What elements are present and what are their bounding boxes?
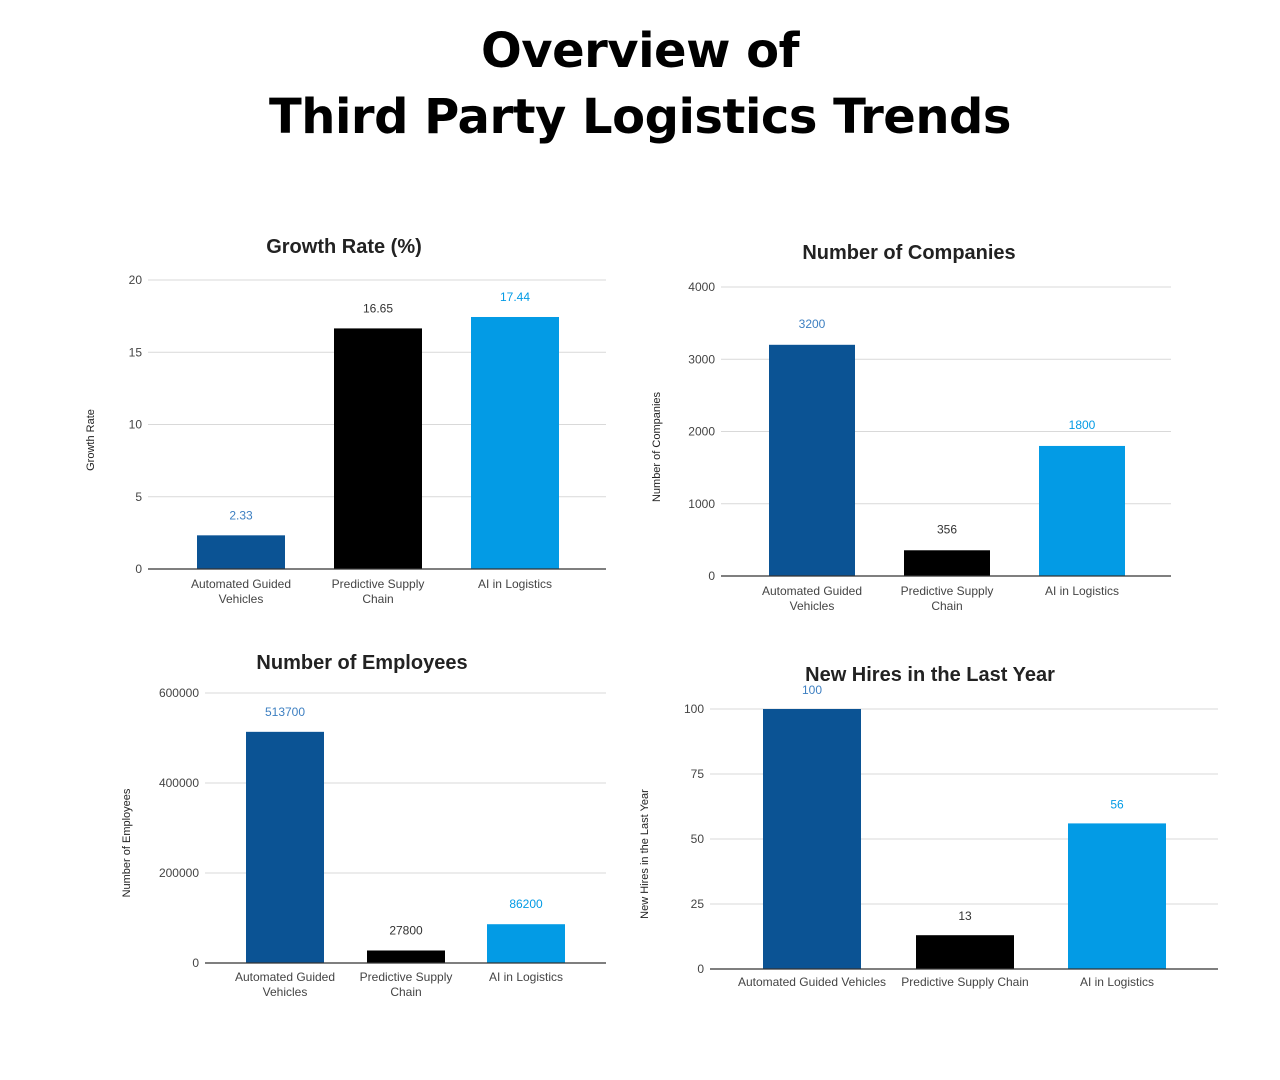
number-of-companies-y-axis-label: Number of Companies [651, 391, 663, 502]
new-hires-title: New Hires in the Last Year [805, 664, 1055, 686]
growth-rate-y-tick-label: 0 [135, 562, 142, 576]
number-of-companies-data-label: 1800 [1069, 418, 1096, 432]
number-of-companies-data-label: 356 [937, 522, 957, 536]
growth-rate-data-label: 16.65 [363, 301, 393, 315]
growth-rate-data-label: 2.33 [229, 508, 253, 522]
number-of-employees-bar [487, 924, 565, 963]
growth-rate-x-tick-label: Automated Guided [191, 577, 291, 591]
growth-rate-y-tick-label: 15 [129, 345, 143, 359]
new-hires-x-tick-label: Automated Guided Vehicles [738, 975, 886, 989]
number-of-companies-y-tick-label: 3000 [688, 352, 715, 366]
number-of-employees-data-label: 513700 [265, 705, 305, 719]
new-hires-y-tick-label: 50 [691, 832, 705, 846]
number-of-employees-bar [246, 731, 324, 963]
number-of-companies-bar [769, 344, 855, 576]
new-hires-y-tick-label: 75 [691, 767, 705, 781]
number-of-employees-bar [367, 950, 445, 963]
growth-rate-y-tick-label: 5 [135, 490, 142, 504]
growth-rate-y-tick-label: 10 [129, 418, 143, 432]
number-of-employees-y-tick-label: 400000 [159, 776, 199, 790]
number-of-employees-x-tick-label: Predictive Supply [360, 970, 453, 984]
new-hires-y-axis-label: New Hires in the Last Year [639, 789, 651, 919]
growth-rate-title: Growth Rate (%) [266, 236, 422, 258]
number-of-employees-data-label: 86200 [509, 897, 543, 911]
growth-rate-bar [471, 316, 559, 569]
page-title-line-1: Overview of [480, 23, 800, 79]
number-of-employees-y-tick-label: 200000 [159, 866, 199, 880]
number-of-employees-y-axis-label: Number of Employees [121, 788, 133, 897]
new-hires-chart: New Hires in the Last Year New Hires in t… [639, 664, 1218, 989]
number-of-companies-bar [1039, 445, 1125, 576]
number-of-employees-data-label: 27800 [389, 923, 423, 937]
page-title-line-2: Third Party Logistics Trends [269, 89, 1011, 145]
number-of-employees-x-tick-label: Vehicles [263, 985, 308, 999]
number-of-companies-y-tick-label: 2000 [688, 425, 715, 439]
growth-rate-bar [197, 535, 285, 569]
growth-rate-data-label: 17.44 [500, 290, 530, 304]
number-of-companies-bar [904, 550, 990, 576]
number-of-companies-x-tick-label: Predictive Supply [901, 584, 994, 598]
new-hires-y-tick-label: 25 [691, 897, 705, 911]
growth-rate-x-tick-label: Predictive Supply [332, 577, 425, 591]
new-hires-x-tick-label: Predictive Supply Chain [901, 975, 1028, 989]
number-of-companies-x-tick-label: Chain [931, 599, 962, 613]
number-of-companies-data-label: 3200 [799, 317, 826, 331]
number-of-employees-title: Number of Employees [256, 652, 467, 674]
new-hires-x-tick-label: AI in Logistics [1080, 975, 1154, 989]
number-of-employees-y-tick-label: 600000 [159, 686, 199, 700]
number-of-employees-chart: Number of Employees Number of Employees 0 2… [121, 652, 606, 999]
growth-rate-bar [334, 328, 422, 569]
new-hires-data-label: 13 [958, 909, 972, 923]
number-of-companies-x-tick-label: Automated Guided [762, 584, 862, 598]
new-hires-bar [1068, 823, 1166, 969]
number-of-companies-y-tick-label: 0 [708, 569, 715, 583]
number-of-companies-y-tick-label: 1000 [688, 497, 715, 511]
growth-rate-x-tick-label: Chain [362, 592, 393, 606]
number-of-companies-x-tick-label: AI in Logistics [1045, 584, 1119, 598]
growth-rate-y-tick-label: 20 [129, 273, 143, 287]
number-of-companies-y-tick-label: 4000 [688, 280, 715, 294]
new-hires-y-tick-label: 100 [684, 702, 704, 716]
number-of-employees-x-tick-label: Automated Guided [235, 970, 335, 984]
growth-rate-x-tick-label: Vehicles [219, 592, 264, 606]
new-hires-data-label: 100 [802, 683, 822, 697]
new-hires-data-label: 56 [1110, 797, 1124, 811]
number-of-employees-x-tick-label: Chain [390, 985, 421, 999]
growth-rate-y-axis-label: Growth Rate [85, 409, 97, 471]
number-of-employees-x-tick-label: AI in Logistics [489, 970, 563, 984]
new-hires-y-tick-label: 0 [697, 962, 704, 976]
number-of-employees-y-tick-label: 0 [192, 956, 199, 970]
number-of-companies-chart: Number of Companies Number of Companies 0 1… [651, 242, 1171, 613]
number-of-companies-title: Number of Companies [802, 242, 1015, 264]
new-hires-bar [763, 709, 861, 969]
growth-rate-x-tick-label: AI in Logistics [478, 577, 552, 591]
growth-rate-chart: Growth Rate (%) Growth Rate 0 5 10 15 20 2.33 16… [85, 236, 606, 606]
new-hires-bar [916, 935, 1014, 969]
number-of-companies-x-tick-label: Vehicles [790, 599, 835, 613]
